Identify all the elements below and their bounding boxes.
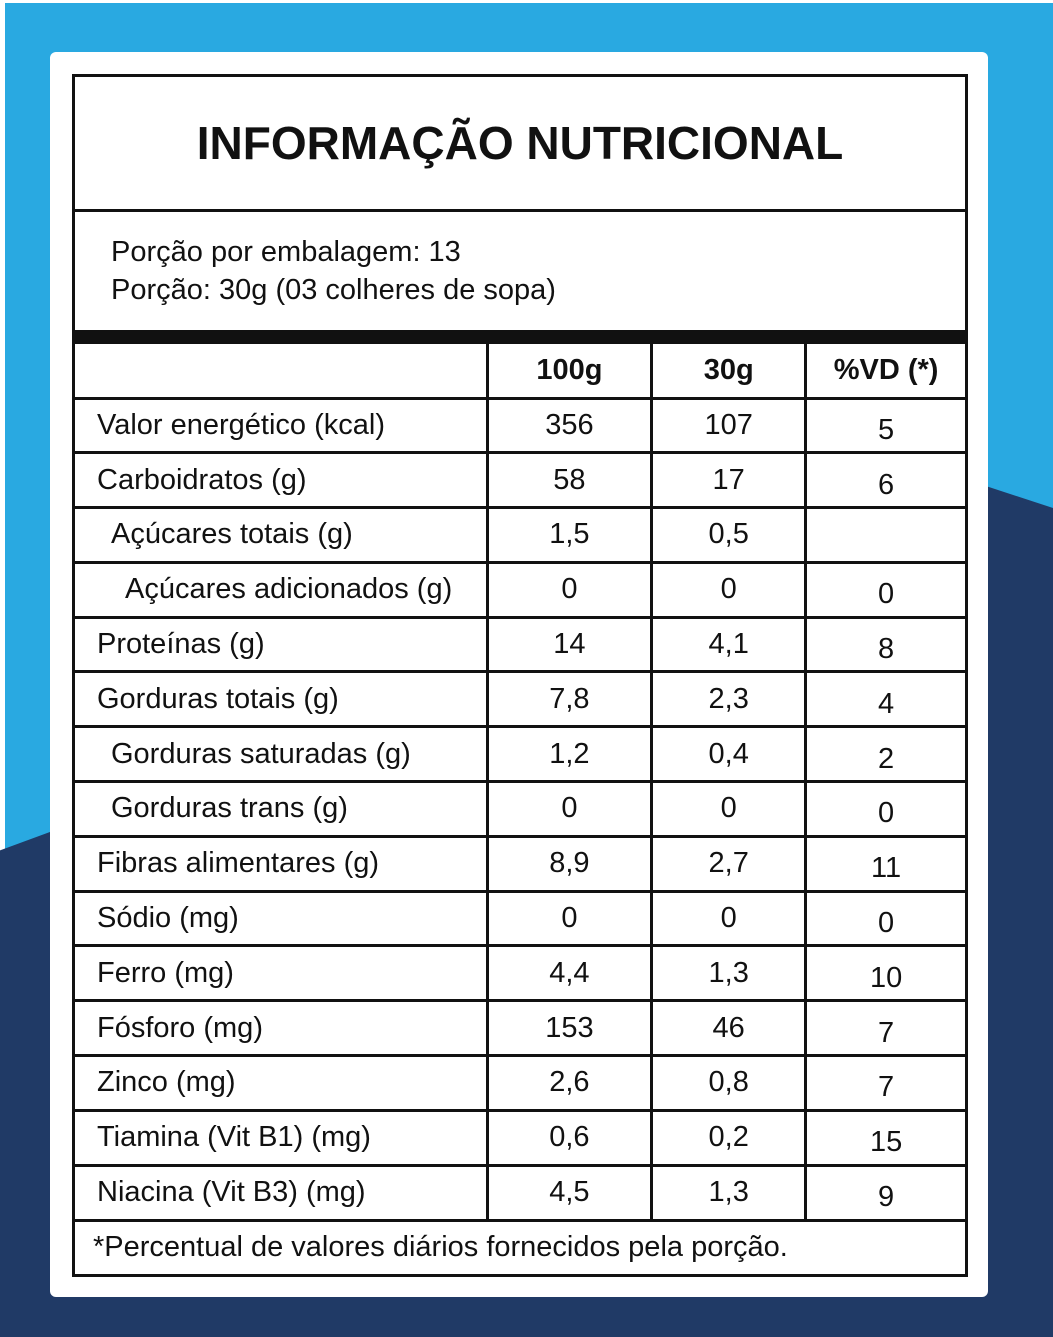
nutrient-label-cell: Gorduras trans (g) (75, 781, 488, 838)
column-header-percent-dv: %VD (*) (804, 344, 965, 400)
title-section: INFORMAÇÃO NUTRICIONAL (75, 77, 965, 212)
value-30g-cell: 0 (650, 562, 806, 619)
value-100g-cell: 0,6 (485, 1110, 652, 1167)
table-row: Carboidratos (g) 58 17 6 (75, 452, 965, 510)
value-30g-cell: 2,3 (650, 671, 806, 729)
nutrient-label-cell: Gorduras saturadas (g) (75, 726, 488, 784)
table-header-row: 100g 30g %VD (*) (75, 344, 965, 400)
percent-dv-cell: 5 (804, 398, 965, 455)
percent-dv-cell: 10 (804, 945, 965, 1003)
table-row: Fósforo (mg) 153 46 7 (75, 1000, 965, 1058)
table-row: Sódio (mg) 0 0 0 (75, 891, 965, 948)
footnote-row: *Percentual de valores diários fornecido… (75, 1220, 965, 1274)
value-100g-cell: 1,2 (485, 726, 652, 784)
nutrient-label-cell: Açúcares totais (g) (75, 507, 488, 564)
panel-title: INFORMAÇÃO NUTRICIONAL (196, 117, 844, 169)
value-30g-cell: 1,3 (650, 1165, 806, 1222)
column-header-100g: 100g (485, 344, 652, 400)
serving-info-section: Porção por embalagem: 13 Porção: 30g (03… (75, 212, 965, 330)
percent-dv-cell: 0 (804, 562, 965, 619)
value-30g-cell: 0,2 (650, 1110, 806, 1167)
value-100g-cell: 58 (485, 452, 652, 510)
value-30g-cell: 0,5 (650, 507, 806, 564)
nutrient-label-cell: Valor energético (kcal) (75, 398, 488, 455)
value-100g-cell: 8,9 (485, 836, 652, 893)
serving-size-text: Porção: 30g (03 colheres de sopa) (111, 274, 556, 306)
label-card: INFORMAÇÃO NUTRICIONAL Porção por embala… (50, 52, 988, 1297)
table-row: Gorduras totais (g) 7,8 2,3 4 (75, 671, 965, 729)
nutrition-table-body: Valor energético (kcal) 356 107 5 Carboi… (75, 398, 965, 1222)
percent-dv-cell: 0 (804, 781, 965, 838)
value-30g-cell: 1,3 (650, 945, 806, 1003)
value-30g-cell: 0,8 (650, 1055, 806, 1112)
value-100g-cell: 153 (485, 1000, 652, 1058)
percent-dv-cell: 8 (804, 617, 965, 674)
percent-dv-cell: 15 (804, 1110, 965, 1167)
nutrient-column-header-empty (75, 344, 488, 400)
percent-dv-cell: 7 (804, 1055, 965, 1112)
value-30g-cell: 4,1 (650, 617, 806, 674)
nutrient-label-cell: Açúcares adicionados (g) (75, 562, 488, 619)
nutrition-table: 100g 30g %VD (*) Valor energético (kcal)… (75, 344, 965, 1274)
percent-dv-cell: 7 (804, 1000, 965, 1058)
table-row: Tiamina (Vit B1) (mg) 0,6 0,2 15 (75, 1110, 965, 1167)
value-100g-cell: 14 (485, 617, 652, 674)
percent-dv-cell: 11 (804, 836, 965, 893)
header-separator-bar (75, 330, 965, 344)
nutrient-label-cell: Niacina (Vit B3) (mg) (75, 1165, 488, 1222)
nutrient-label-cell: Gorduras totais (g) (75, 671, 488, 729)
servings-per-package-text: Porção por embalagem: 13 (111, 236, 461, 268)
nutrient-label-cell: Carboidratos (g) (75, 452, 488, 510)
value-100g-cell: 0 (485, 781, 652, 838)
value-100g-cell: 4,5 (485, 1165, 652, 1222)
value-100g-cell: 0 (485, 891, 652, 948)
value-100g-cell: 1,5 (485, 507, 652, 564)
table-row: Proteínas (g) 14 4,1 8 (75, 617, 965, 674)
value-30g-cell: 0,4 (650, 726, 806, 784)
table-row: Valor energético (kcal) 356 107 5 (75, 398, 965, 455)
nutrient-label-cell: Fósforo (mg) (75, 1000, 488, 1058)
table-row: Niacina (Vit B3) (mg) 4,5 1,3 9 (75, 1165, 965, 1222)
percent-dv-cell: 4 (804, 671, 965, 729)
table-row: Açúcares adicionados (g) 0 0 0 (75, 562, 965, 619)
value-30g-cell: 0 (650, 781, 806, 838)
value-100g-cell: 7,8 (485, 671, 652, 729)
percent-dv-cell: 6 (804, 452, 965, 510)
percent-dv-cell: 9 (804, 1165, 965, 1222)
table-row: Fibras alimentares (g) 8,9 2,7 11 (75, 836, 965, 893)
percent-dv-cell: 2 (804, 726, 965, 784)
value-30g-cell: 0 (650, 891, 806, 948)
percent-dv-cell (804, 507, 965, 564)
table-row: Zinco (mg) 2,6 0,8 7 (75, 1055, 965, 1112)
nutrient-label-cell: Proteínas (g) (75, 617, 488, 674)
value-100g-cell: 356 (485, 398, 652, 455)
nutrient-label-cell: Ferro (mg) (75, 945, 488, 1003)
table-row: Ferro (mg) 4,4 1,3 10 (75, 945, 965, 1003)
value-100g-cell: 0 (485, 562, 652, 619)
value-30g-cell: 2,7 (650, 836, 806, 893)
nutrient-label-cell: Sódio (mg) (75, 891, 488, 948)
value-30g-cell: 107 (650, 398, 806, 455)
table-row: Gorduras saturadas (g) 1,2 0,4 2 (75, 726, 965, 784)
nutrient-label-cell: Zinco (mg) (75, 1055, 488, 1112)
footnote-text: *Percentual de valores diários fornecido… (93, 1231, 788, 1264)
percent-dv-cell: 0 (804, 891, 965, 948)
nutrient-label-cell: Tiamina (Vit B1) (mg) (75, 1110, 488, 1167)
value-100g-cell: 2,6 (485, 1055, 652, 1112)
column-header-30g: 30g (650, 344, 806, 400)
nutrient-label-cell: Fibras alimentares (g) (75, 836, 488, 893)
value-30g-cell: 46 (650, 1000, 806, 1058)
nutrition-panel: INFORMAÇÃO NUTRICIONAL Porção por embala… (72, 74, 968, 1277)
table-row: Açúcares totais (g) 1,5 0,5 (75, 507, 965, 564)
value-30g-cell: 17 (650, 452, 806, 510)
table-row: Gorduras trans (g) 0 0 0 (75, 781, 965, 838)
value-100g-cell: 4,4 (485, 945, 652, 1003)
